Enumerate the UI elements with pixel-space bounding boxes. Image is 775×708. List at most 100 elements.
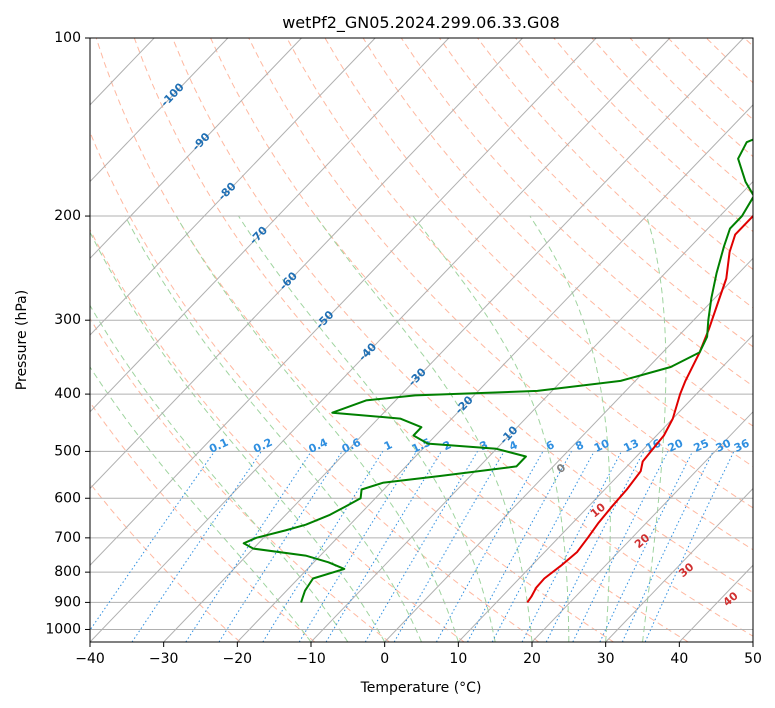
y-tick-label: 300 <box>54 312 81 328</box>
dry-adiabat <box>400 38 753 387</box>
isotherm-line <box>90 38 523 490</box>
isotherm-line <box>90 38 302 260</box>
dry-adiabat <box>553 38 753 233</box>
mixing-ratio-line <box>90 451 215 631</box>
dry-adiabat <box>286 38 753 509</box>
mixing-ratio-line <box>325 451 442 642</box>
mixing-ratio-line <box>298 451 417 642</box>
temperature-series-line <box>526 214 753 603</box>
isotherm-line <box>236 104 753 642</box>
isotherm-line <box>90 38 671 642</box>
x-tick-label: −40 <box>75 651 105 667</box>
dry-adiabat <box>324 38 753 468</box>
isotherm-line <box>163 38 744 642</box>
mixing-ratio-line <box>435 451 544 642</box>
isotherm-line <box>605 487 753 642</box>
y-tick-label: 100 <box>54 30 81 46</box>
dry-adiabat <box>90 130 540 642</box>
mixing-ratio-line <box>521 451 622 642</box>
x-tick-label: 30 <box>597 651 615 667</box>
theta-label: 30 <box>676 560 696 580</box>
moist-adiabat <box>90 304 349 642</box>
isotherm-labels: -100-90-80-70-60-50-40-30-20-10 <box>158 80 520 447</box>
x-tick-label: 0 <box>380 651 389 667</box>
isotherm-line <box>90 38 376 336</box>
y-tick-label: 700 <box>54 530 81 546</box>
isotherm-line <box>0 38 7 642</box>
mixing-ratio-line <box>364 451 478 642</box>
moist-adiabat <box>90 366 312 642</box>
y-tick-label: 900 <box>54 594 81 610</box>
isotherm-line <box>310 180 753 642</box>
mixing-ratio-line <box>185 451 312 642</box>
mixing-ratio-label: 0.1 <box>207 436 230 456</box>
mixing-ratio-line <box>467 451 572 642</box>
dry-adiabat <box>90 401 316 642</box>
isotherm-line <box>531 411 753 642</box>
mixing-ratio-label: 0.4 <box>307 436 330 456</box>
dry-adiabat <box>438 38 753 348</box>
mixing-ratio-label: 20 <box>666 436 686 454</box>
y-tick-label: 1000 <box>45 621 81 637</box>
x-axis-label: Temperature (°C) <box>360 680 482 696</box>
chart-title: wetPf2_GN05.2024.299.06.33.G08 <box>282 13 560 33</box>
dry-adiabat <box>248 38 753 551</box>
x-tick-label: −20 <box>223 651 253 667</box>
dry-adiabat <box>744 38 753 47</box>
y-tick-label: 400 <box>54 386 81 402</box>
mixing-ratio-line <box>131 451 262 642</box>
theta-label: 0 <box>554 461 568 476</box>
dry-adiabat <box>515 38 753 271</box>
moist-adiabat <box>124 215 422 642</box>
mixing-ratio-label: 25 <box>692 437 711 455</box>
x-tick-label: 10 <box>449 651 467 667</box>
background-lines <box>0 38 753 642</box>
isotherm-line <box>752 641 753 642</box>
dry-adiabat <box>210 38 753 594</box>
mixing-ratio-labels: 0.1 0.2 0.4 0.6 1 1.5 2 3 4 6 8 10 13 16 20 25 30 36 <box>207 436 752 456</box>
x-axis: −40 −30 −20 −10 0 10 20 30 40 50 <box>75 642 762 667</box>
theta-label: 40 <box>721 589 741 609</box>
isotherm-line <box>678 564 753 642</box>
mixing-ratio-label: 0.6 <box>340 436 363 456</box>
y-tick-label: 800 <box>54 564 81 580</box>
x-tick-label: 40 <box>670 651 688 667</box>
moist-adiabat <box>90 231 386 642</box>
mixing-ratio-label: 36 <box>732 436 752 454</box>
mixing-ratio-label: 13 <box>622 437 641 455</box>
dry-adiabat <box>362 38 753 427</box>
mixing-ratio-line <box>644 451 735 642</box>
y-tick-label: 200 <box>54 208 81 224</box>
moist-adiabat <box>642 215 667 642</box>
mixing-ratio-label: 30 <box>714 436 734 454</box>
x-tick-label: −10 <box>296 651 326 667</box>
mixing-ratio-line <box>491 451 595 642</box>
mixing-ratio-line <box>545 451 645 642</box>
y-tick-label: 600 <box>54 490 81 506</box>
y-axis: 100 200 300 400 500 600 700 800 900 1000 <box>45 30 90 637</box>
y-axis-label: Pressure (hPa) <box>14 290 30 390</box>
x-tick-label: 20 <box>523 651 541 667</box>
dry-adiabat <box>90 482 241 642</box>
isotherm-line <box>90 38 450 413</box>
dry-adiabat <box>90 228 465 642</box>
plot-frame <box>89 37 754 643</box>
dry-adiabat <box>90 317 390 642</box>
dry-adiabat <box>133 38 689 642</box>
moist-adiabat <box>238 215 496 642</box>
dry-adiabat <box>172 38 753 637</box>
mixing-ratio-line <box>218 451 343 642</box>
isotherm-line <box>457 334 753 642</box>
dry-adiabat <box>705 38 753 84</box>
isotherm-line <box>384 257 753 642</box>
isotherm-line <box>90 38 229 183</box>
y-tick-label: 500 <box>54 443 81 459</box>
isotherm-line <box>0 38 81 642</box>
x-tick-label: 50 <box>744 651 762 667</box>
moist-adiabat <box>315 215 533 642</box>
x-tick-label: −30 <box>149 651 179 667</box>
isotherm-line <box>90 38 597 566</box>
dry-adiabat <box>95 38 614 642</box>
mixing-ratio-label: 10 <box>592 437 612 455</box>
